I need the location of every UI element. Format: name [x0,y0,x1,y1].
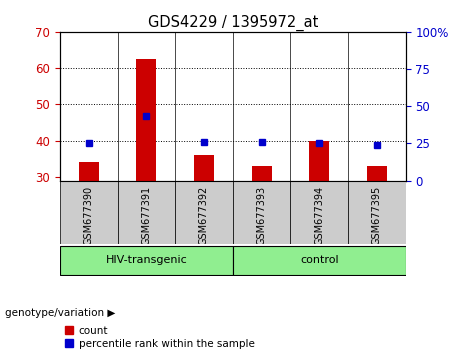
Bar [367,166,387,181]
Text: genotype/variation ▶: genotype/variation ▶ [5,308,115,318]
FancyBboxPatch shape [290,181,348,244]
Text: GSM677393: GSM677393 [257,185,266,245]
Title: GDS4229 / 1395972_at: GDS4229 / 1395972_at [148,14,318,30]
FancyBboxPatch shape [175,181,233,244]
FancyBboxPatch shape [233,246,406,275]
Text: GSM677391: GSM677391 [142,185,151,245]
Bar [309,141,329,181]
Bar [79,162,99,181]
FancyBboxPatch shape [60,246,233,275]
Text: GSM677392: GSM677392 [199,185,209,245]
Bar [136,59,156,181]
Bar [194,155,214,181]
Text: GSM677394: GSM677394 [314,185,324,245]
FancyBboxPatch shape [118,181,175,244]
Text: control: control [300,255,338,264]
Text: HIV-transgenic: HIV-transgenic [106,255,187,264]
Bar [252,166,272,181]
FancyBboxPatch shape [60,181,118,244]
Legend: count, percentile rank within the sample: count, percentile rank within the sample [65,326,254,349]
FancyBboxPatch shape [348,181,406,244]
Text: GSM677390: GSM677390 [84,185,94,245]
Text: GSM677395: GSM677395 [372,185,382,245]
FancyBboxPatch shape [233,181,290,244]
